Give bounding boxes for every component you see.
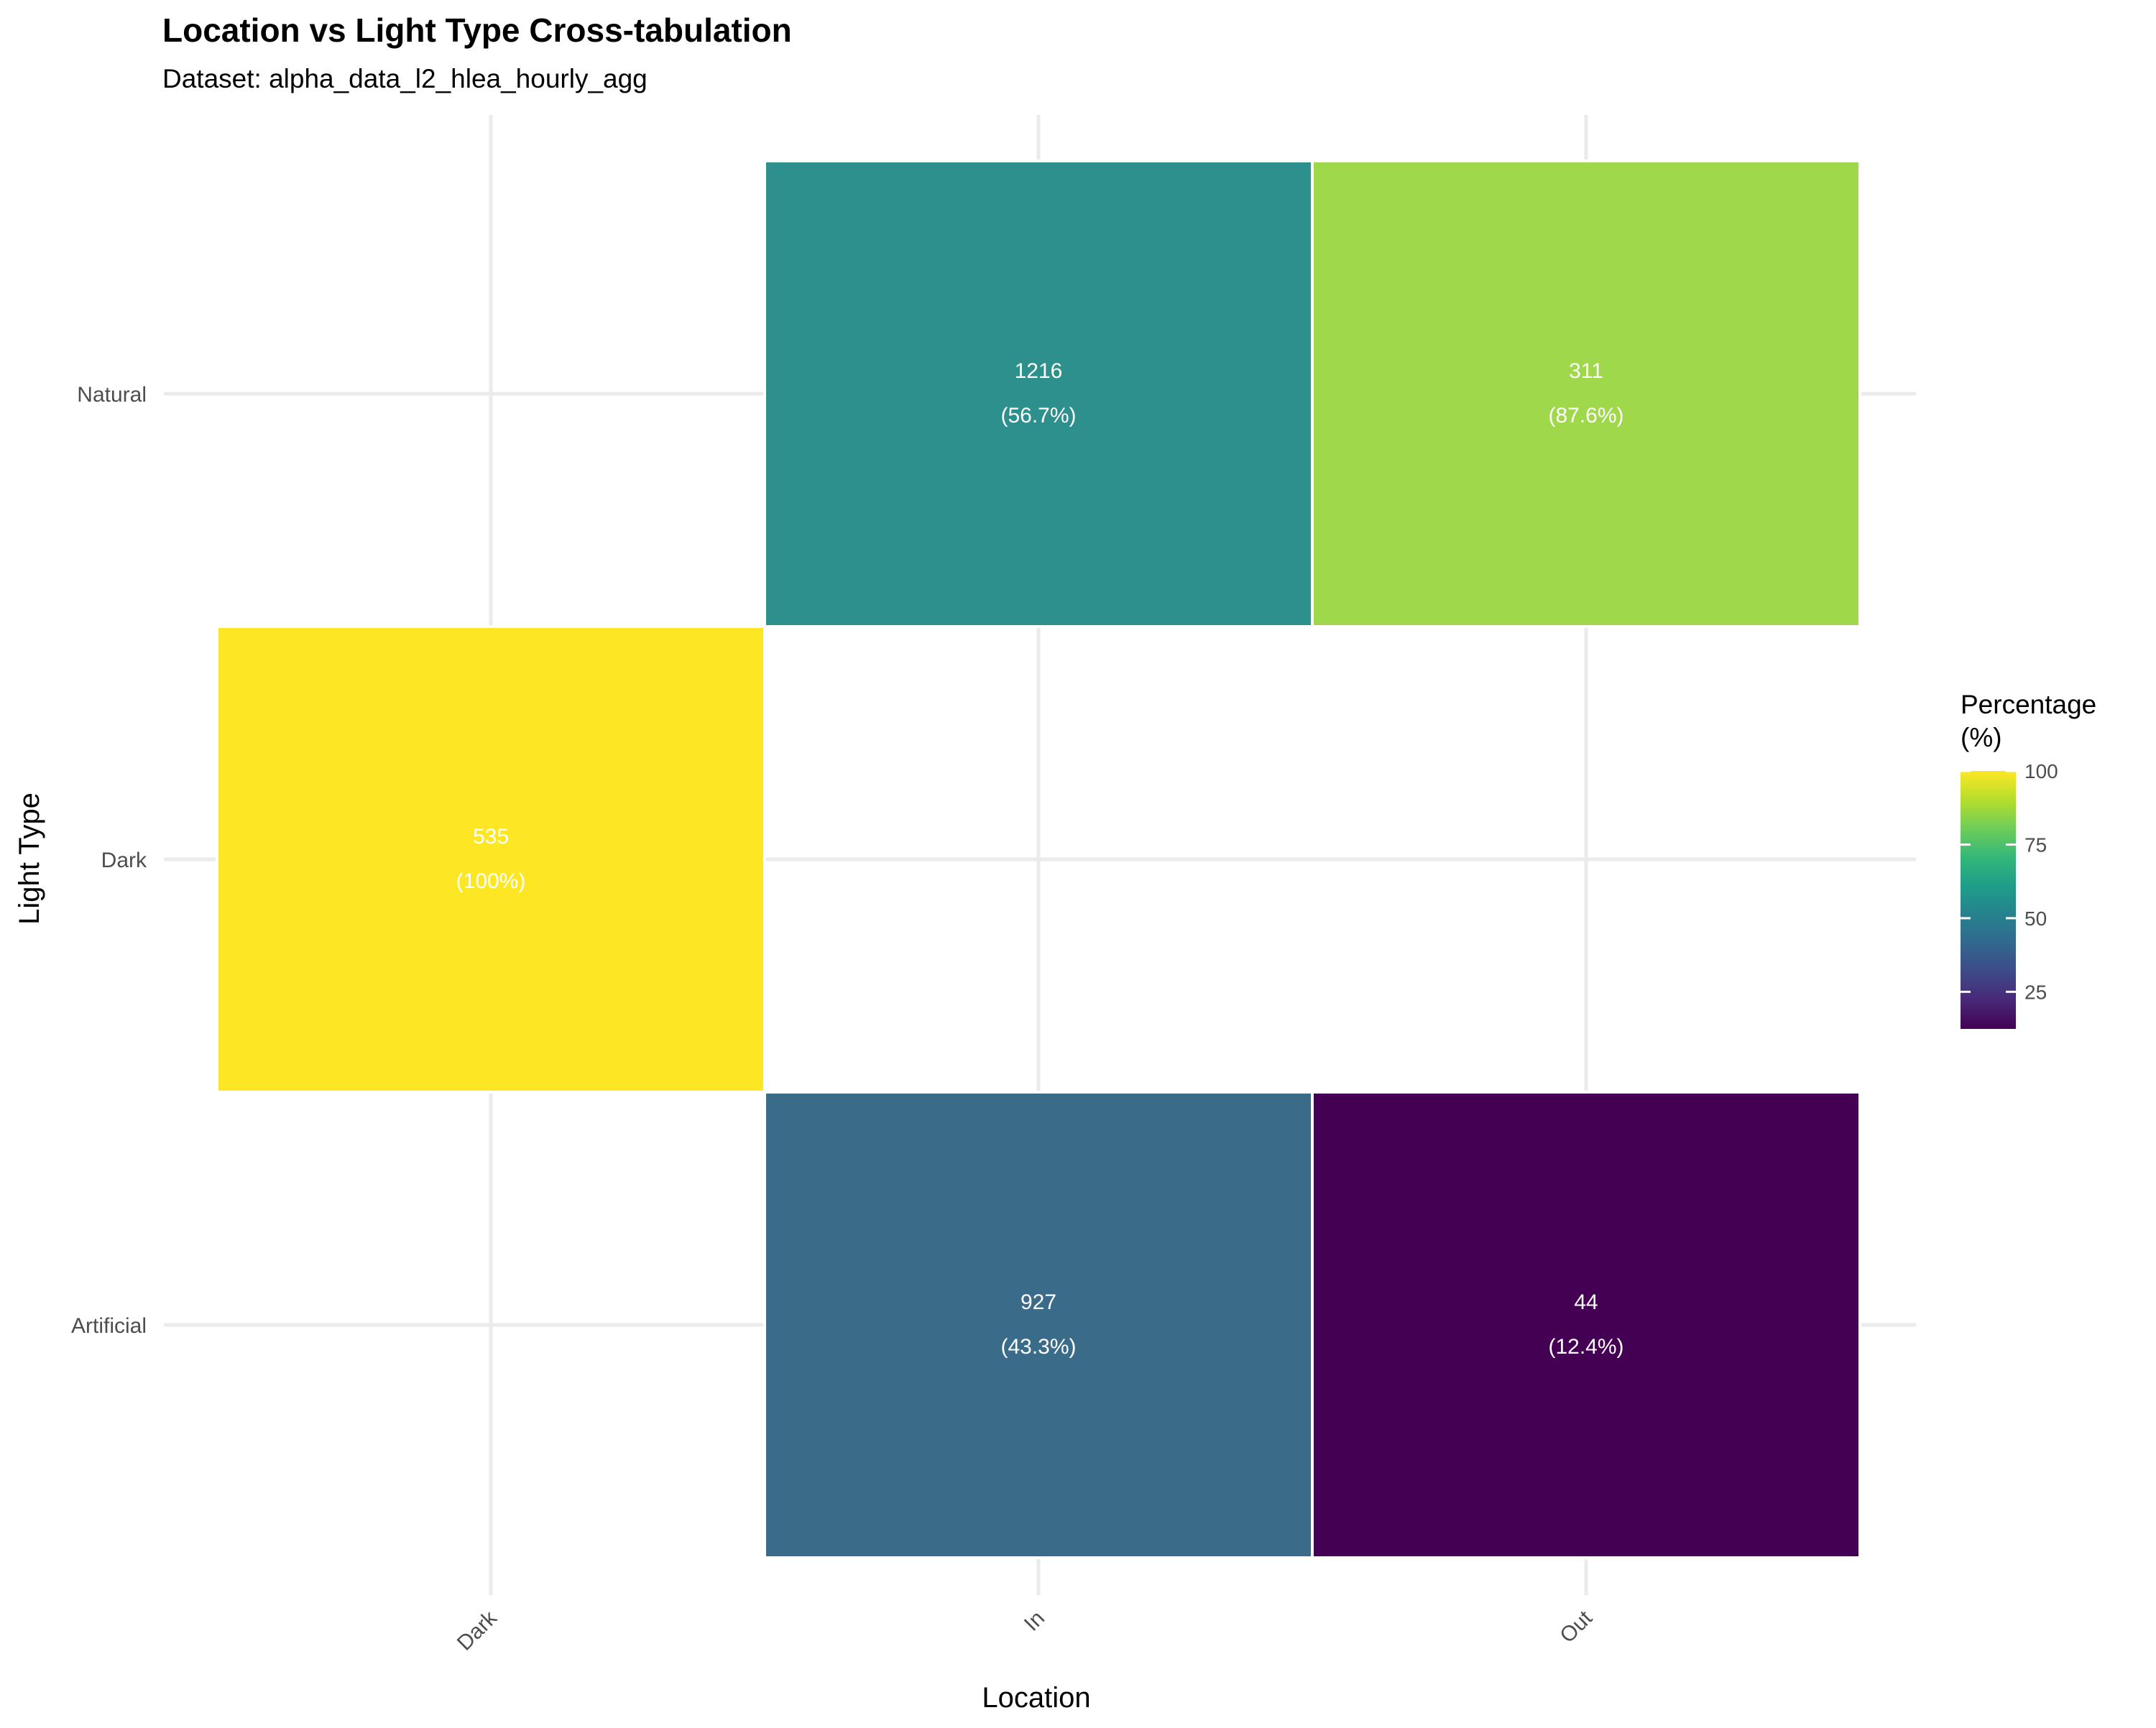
cell-count-label: 927 xyxy=(1021,1290,1056,1314)
heatmap-cell-dark-dark xyxy=(217,627,765,1092)
cell-percentage-label: (100%) xyxy=(456,869,526,893)
chart-subtitle: Dataset: alpha_data_l2_hlea_hourly_agg xyxy=(162,64,648,93)
legend-tick-label-75: 75 xyxy=(2024,833,2047,856)
cell-percentage-label: (43.3%) xyxy=(1000,1335,1076,1359)
y-tick-label-dark: Dark xyxy=(101,849,147,872)
chart-title: Location vs Light Type Cross-tabulation xyxy=(162,11,792,49)
legend-title-line1: Percentage xyxy=(1961,690,2096,719)
y-tick-label-natural: Natural xyxy=(77,383,147,407)
heatmap-cell-in-natural xyxy=(765,161,1312,627)
legend-colorbar xyxy=(1961,771,2016,1029)
y-axis-title: Light Type xyxy=(14,793,45,925)
x-axis-title: Location xyxy=(982,1682,1090,1714)
heatmap-cell-in-artificial xyxy=(765,1092,1312,1558)
heatmap-cell-out-natural xyxy=(1312,161,1860,627)
cell-count-label: 311 xyxy=(1569,359,1603,383)
legend-tick-label-25: 25 xyxy=(2024,981,2047,1003)
cell-percentage-label: (12.4%) xyxy=(1548,1335,1623,1359)
y-tick-label-artificial: Artificial xyxy=(71,1314,147,1338)
cell-count-label: 44 xyxy=(1574,1290,1598,1314)
legend-tick-label-50: 50 xyxy=(2024,907,2047,930)
heatmap-cell-out-artificial xyxy=(1312,1092,1860,1558)
cell-percentage-label: (56.7%) xyxy=(1000,404,1076,428)
cell-count-label: 1216 xyxy=(1015,359,1063,383)
legend-tick-label-100: 100 xyxy=(2024,760,2058,782)
cell-percentage-label: (87.6%) xyxy=(1548,404,1623,428)
legend-title-line2: (%) xyxy=(1961,723,2002,752)
cell-count-label: 535 xyxy=(473,825,509,849)
